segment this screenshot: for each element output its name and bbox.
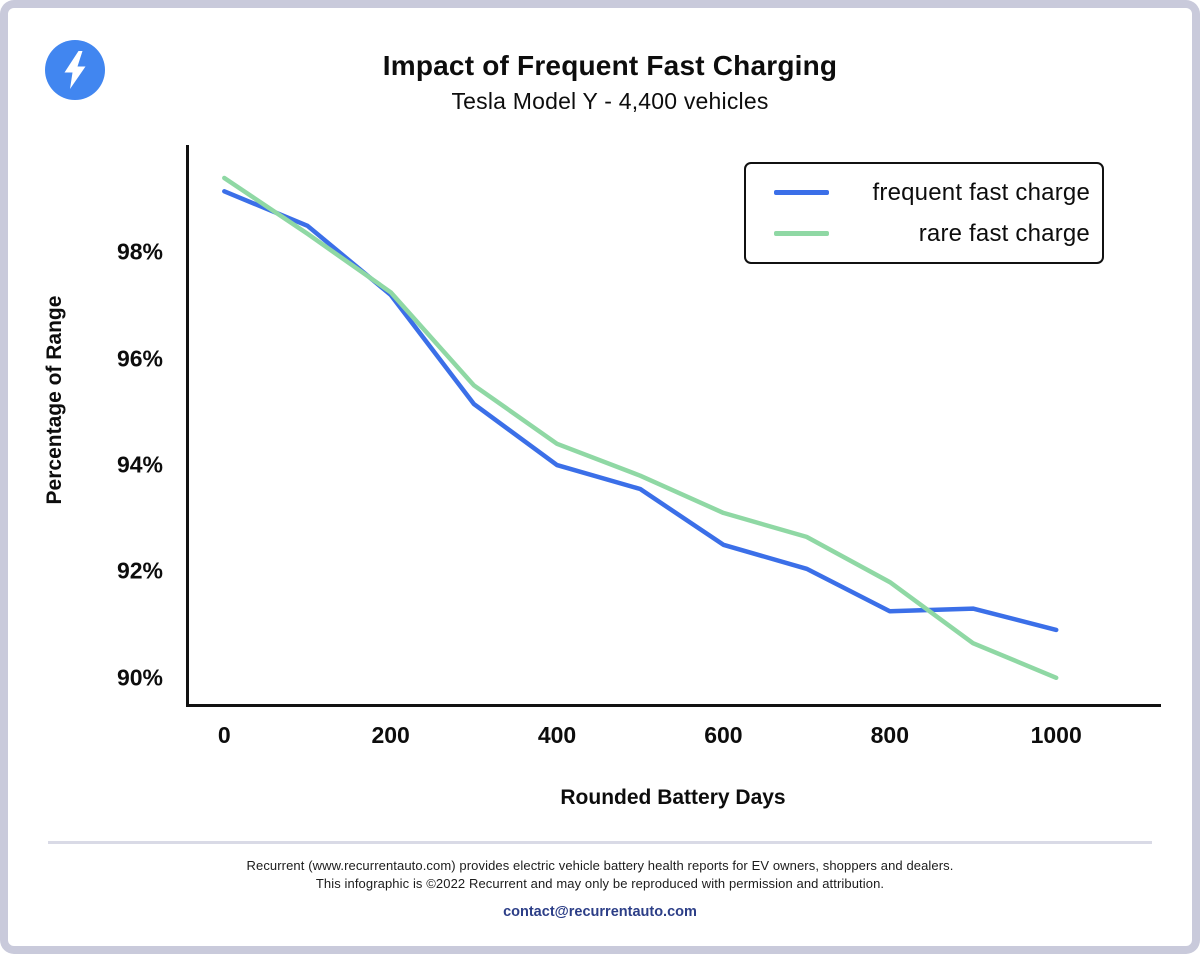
x-tick-label: 400 xyxy=(537,722,577,748)
recurrent-logo xyxy=(45,40,105,100)
chart-title: Impact of Frequent Fast Charging xyxy=(382,50,838,81)
y-tick-label: 98% xyxy=(116,238,163,265)
footer-line-1: Recurrent (www.recurrentauto.com) provid… xyxy=(246,858,954,873)
chart-legend: frequent fast charge rare fast charge xyxy=(744,162,1104,264)
footer-line-2: This infographic is ©2022 Recurrent and … xyxy=(315,876,885,891)
y-tick-label: 92% xyxy=(116,557,163,584)
legend-label-rare: rare fast charge xyxy=(918,219,1090,247)
lightning-icon xyxy=(45,40,105,100)
legend-label-frequent: frequent fast charge xyxy=(872,178,1090,206)
x-tick-label: 800 xyxy=(870,722,909,748)
chart-header: Impact of Frequent Fast Charging Tesla M… xyxy=(20,50,1200,115)
legend-item-frequent-fast-charge: frequent fast charge xyxy=(774,179,1090,207)
x-tick-label: 600 xyxy=(704,722,743,748)
chart-subtitle: Tesla Model Y - 4,400 vehicles xyxy=(451,88,769,114)
x-tick-label: 200 xyxy=(371,722,410,748)
y-tick-label: 90% xyxy=(116,664,163,691)
footer: Recurrent (www.recurrentauto.com) provid… xyxy=(0,858,1200,921)
chart-plot xyxy=(186,145,1161,707)
x-tick-label: 0 xyxy=(217,722,231,748)
legend-line-swatch-green xyxy=(774,231,829,236)
contact-email-link[interactable]: contact@recurrentauto.com xyxy=(503,904,697,920)
legend-item-rare-fast-charge: rare fast charge xyxy=(774,220,1090,248)
y-tick-label: 94% xyxy=(116,451,163,478)
y-tick-label: 96% xyxy=(116,345,163,372)
x-axis-label: Rounded Battery Days xyxy=(560,786,786,809)
footer-divider xyxy=(48,841,1152,844)
x-tick-label: 1000 xyxy=(1030,722,1082,748)
legend-line-swatch-blue xyxy=(774,190,829,195)
